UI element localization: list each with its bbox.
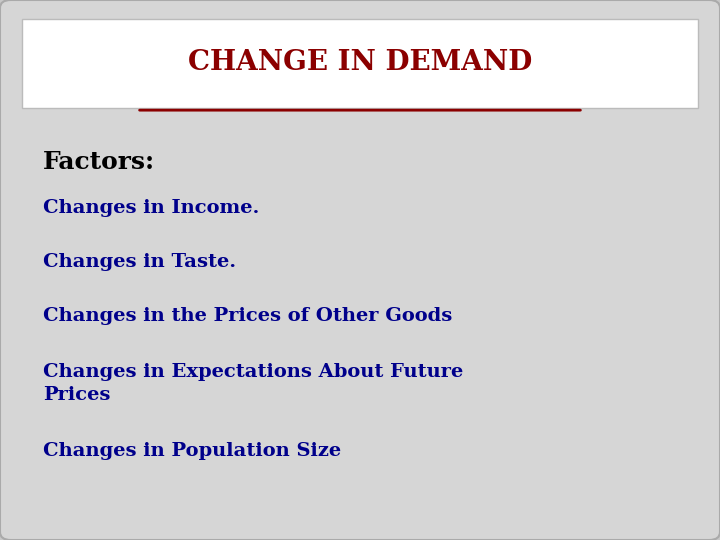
Text: Changes in Population Size: Changes in Population Size — [43, 442, 341, 460]
Text: CHANGE IN DEMAND: CHANGE IN DEMAND — [188, 49, 532, 76]
Text: Factors:: Factors: — [43, 150, 156, 174]
Text: Changes in Taste.: Changes in Taste. — [43, 253, 236, 271]
Text: Changes in the Prices of Other Goods: Changes in the Prices of Other Goods — [43, 307, 452, 325]
FancyBboxPatch shape — [22, 19, 698, 108]
Text: Changes in Income.: Changes in Income. — [43, 199, 260, 217]
Text: Changes in Expectations About Future
Prices: Changes in Expectations About Future Pri… — [43, 362, 464, 404]
